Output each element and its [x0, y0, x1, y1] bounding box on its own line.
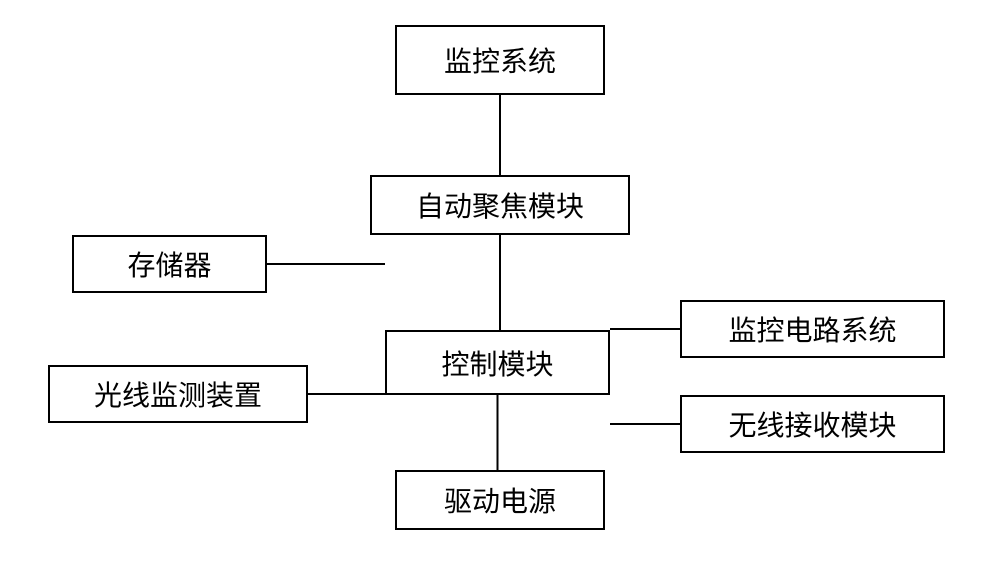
node-light-monitor: 光线监测装置 — [48, 365, 308, 423]
node-monitor-system: 监控系统 — [395, 25, 605, 95]
node-label: 驱动电源 — [444, 480, 556, 520]
node-wireless-rx: 无线接收模块 — [680, 395, 945, 453]
node-memory: 存储器 — [72, 235, 267, 293]
node-label: 控制模块 — [441, 343, 553, 383]
node-control-module: 控制模块 — [385, 330, 610, 395]
node-label: 监控电路系统 — [728, 309, 896, 349]
node-autofocus-module: 自动聚焦模块 — [370, 175, 630, 235]
node-label: 存储器 — [127, 244, 211, 284]
node-label: 光线监测装置 — [94, 374, 262, 414]
node-drive-power: 驱动电源 — [395, 470, 605, 530]
node-monitor-circuit: 监控电路系统 — [680, 300, 945, 358]
node-label: 自动聚焦模块 — [416, 185, 584, 225]
node-label: 无线接收模块 — [728, 404, 896, 444]
node-label: 监控系统 — [444, 40, 556, 80]
diagram-canvas: 监控系统 自动聚焦模块 存储器 光线监测装置 控制模块 监控电路系统 无线接收模… — [0, 0, 1000, 564]
